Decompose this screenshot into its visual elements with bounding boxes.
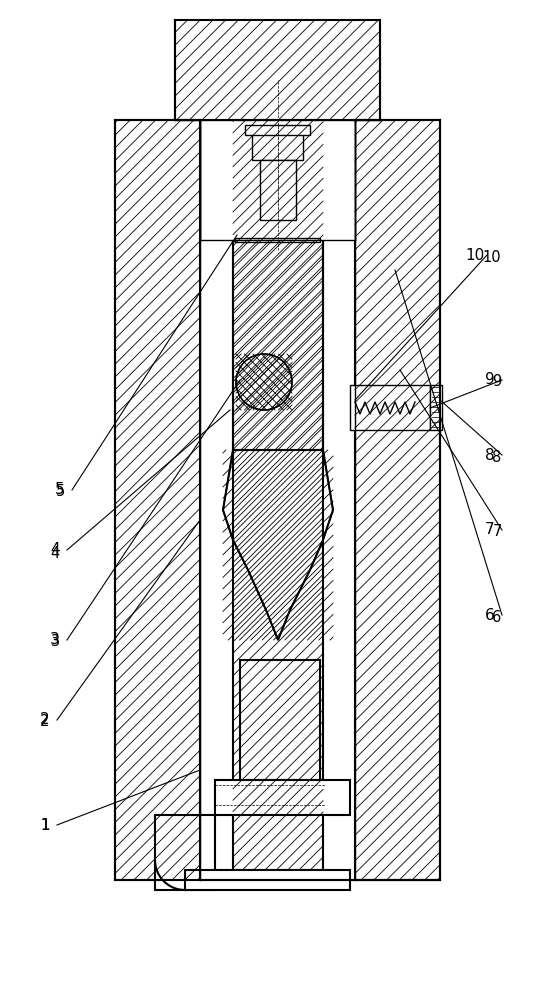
Text: 5: 5: [55, 485, 65, 499]
Polygon shape: [252, 128, 303, 135]
Polygon shape: [245, 125, 310, 135]
Polygon shape: [260, 160, 296, 220]
Text: 10: 10: [465, 247, 485, 262]
Polygon shape: [252, 130, 303, 160]
Text: 10: 10: [483, 249, 501, 264]
Text: 6: 6: [485, 607, 495, 622]
Text: 4: 4: [50, 542, 60, 558]
Text: 6: 6: [493, 609, 501, 624]
Text: 7: 7: [493, 524, 502, 540]
Polygon shape: [185, 870, 350, 890]
Text: 3: 3: [50, 635, 60, 650]
Circle shape: [236, 354, 292, 410]
Text: 2: 2: [40, 712, 50, 728]
Text: 1: 1: [40, 818, 50, 832]
Text: 9: 9: [485, 372, 495, 387]
Text: 9: 9: [493, 374, 501, 389]
Text: 5: 5: [55, 483, 65, 497]
Text: 3: 3: [50, 633, 60, 648]
Polygon shape: [350, 385, 430, 430]
Polygon shape: [252, 130, 303, 160]
Text: 8: 8: [485, 448, 495, 462]
Polygon shape: [240, 660, 320, 780]
Text: 2: 2: [40, 714, 50, 730]
Polygon shape: [430, 385, 442, 430]
Polygon shape: [235, 238, 320, 242]
Polygon shape: [200, 120, 355, 240]
Polygon shape: [260, 160, 296, 220]
Polygon shape: [235, 220, 240, 225]
Text: 7: 7: [485, 522, 495, 538]
Polygon shape: [235, 220, 320, 240]
Polygon shape: [215, 780, 350, 815]
Polygon shape: [155, 815, 215, 890]
Text: 1: 1: [40, 818, 50, 832]
Text: 4: 4: [50, 546, 60, 560]
Polygon shape: [233, 120, 323, 240]
Text: 8: 8: [493, 450, 501, 464]
Polygon shape: [315, 220, 320, 225]
